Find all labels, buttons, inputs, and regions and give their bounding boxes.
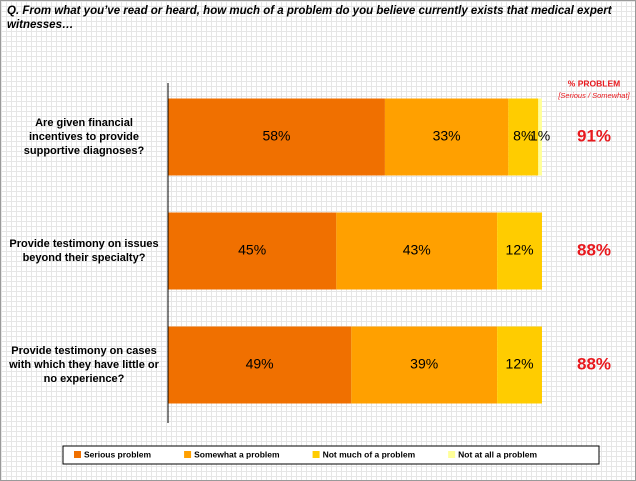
category-label: Provide testimony on issues beyond their… <box>9 238 159 264</box>
bar-segment <box>168 212 337 290</box>
bar-segment <box>351 326 498 404</box>
value-label: 12% <box>506 242 534 258</box>
bar-segment <box>336 212 498 290</box>
category-label: Provide testimony on cases with which th… <box>9 345 159 385</box>
bar-segment <box>497 212 542 290</box>
legend-box <box>62 445 600 465</box>
totals-title: % PROBLEM <box>568 78 620 88</box>
legend-swatch <box>312 451 320 458</box>
bar-segment <box>508 98 539 176</box>
total-label: 91% <box>577 126 611 145</box>
value-label: 45% <box>238 242 266 258</box>
value-label: 8% <box>513 128 533 144</box>
bar-segment <box>538 98 542 176</box>
total-label: 88% <box>577 354 611 373</box>
bar-segment <box>384 98 509 176</box>
legend-label: Not much of a problem <box>323 449 416 459</box>
legend-label: Not at all a problem <box>458 449 537 459</box>
legend-label: Somewhat a problem <box>194 449 280 459</box>
totals-subtitle: [Serious / Somewhat] <box>557 91 630 100</box>
legend-label: Serious problem <box>84 449 152 459</box>
total-label: 88% <box>577 240 611 259</box>
value-label: 43% <box>403 242 431 258</box>
category-label: Are given financial incentives to provid… <box>23 117 145 157</box>
legend-swatch <box>184 451 192 458</box>
chart-title: Q. From what you’ve read or heard, how m… <box>7 5 612 31</box>
bar-segment <box>168 326 352 404</box>
value-label: 1% <box>530 128 550 144</box>
value-label: 49% <box>246 356 274 372</box>
bar-segment <box>497 326 542 404</box>
value-label: 12% <box>506 356 534 372</box>
bar-segment <box>168 98 385 176</box>
value-label: 58% <box>262 128 290 144</box>
legend-swatch <box>74 451 81 458</box>
legend-swatch <box>448 451 456 458</box>
value-label: 33% <box>433 128 461 144</box>
value-label: 39% <box>410 356 438 372</box>
